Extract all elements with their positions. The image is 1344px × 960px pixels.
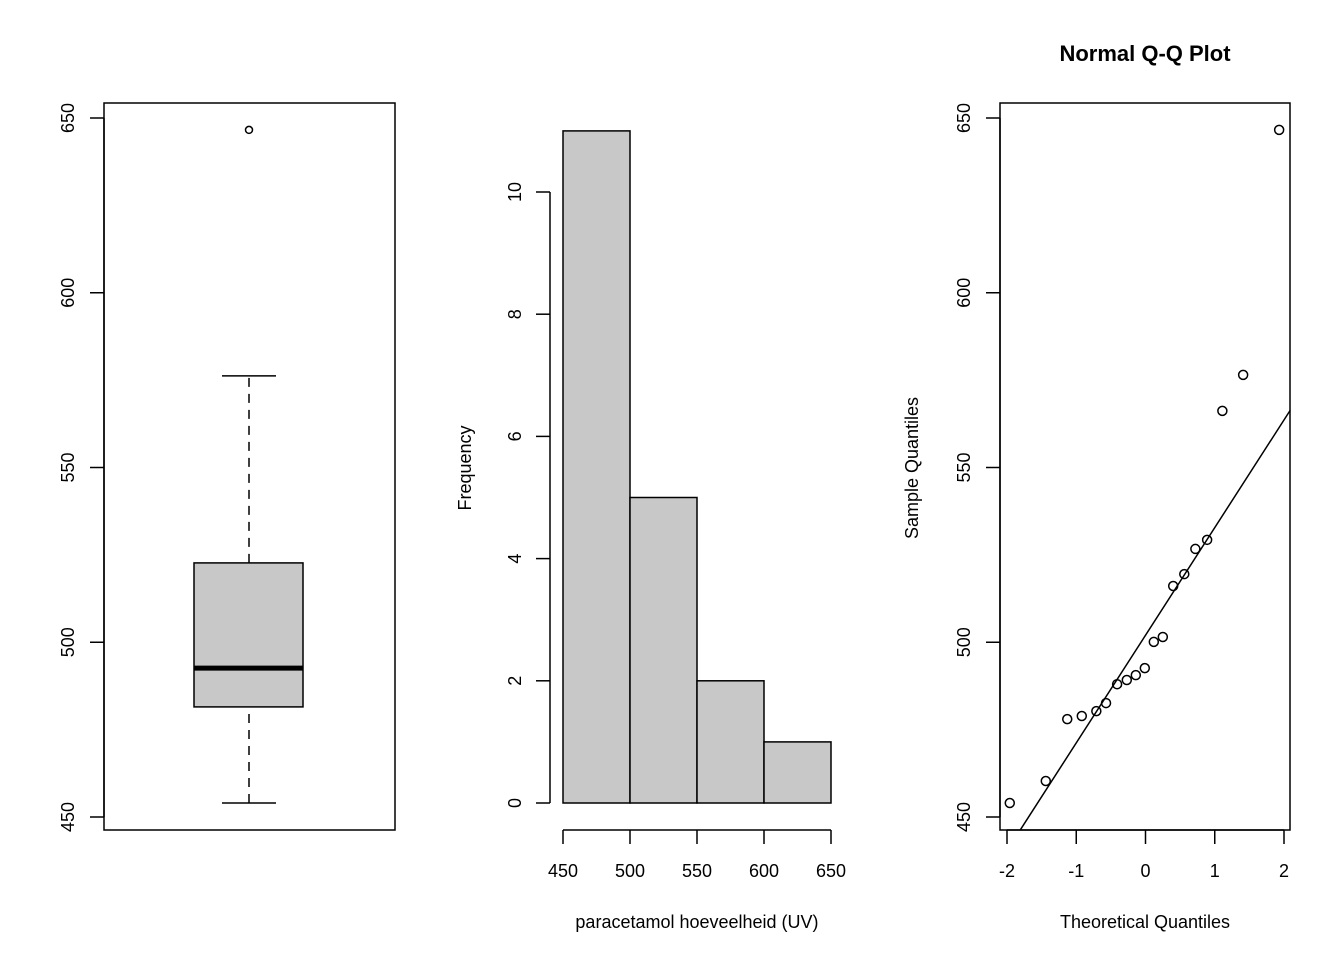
qq-y-tick-label: 600 — [954, 278, 974, 308]
boxplot-box — [193, 562, 304, 708]
boxplot-y-tick-label: 450 — [58, 802, 78, 832]
histogram-x-tick-label: 600 — [749, 861, 779, 881]
qq-point — [1130, 669, 1142, 681]
hist-xlabel: paracetamol hoeveelheid (UV) — [575, 912, 818, 932]
qq-y-tick-label: 500 — [954, 627, 974, 657]
qq-y-tick-label: 450 — [954, 802, 974, 832]
histogram-y-tick-label: 2 — [505, 676, 525, 686]
qq-point — [1139, 662, 1151, 674]
boxplot-outlier — [244, 125, 254, 135]
histogram-y-tick-label: 6 — [505, 431, 525, 441]
qq-point — [1148, 636, 1160, 648]
qq-point — [1157, 631, 1169, 643]
qq-point — [1076, 710, 1088, 722]
qq-point — [1040, 775, 1052, 787]
qq-frame — [999, 102, 1291, 831]
qq-xlabel: Theoretical Quantiles — [1060, 912, 1230, 932]
histogram-bar — [562, 130, 631, 804]
qq-point — [1061, 713, 1073, 725]
histogram-bar — [763, 741, 832, 804]
qq-x-tick-label: 2 — [1279, 861, 1289, 881]
histogram-y-tick-label: 8 — [505, 309, 525, 319]
histogram-y-tick-label: 0 — [505, 798, 525, 808]
qq-reference-line — [1019, 409, 1291, 831]
qq-point — [1273, 124, 1285, 136]
qq-y-tick-label: 650 — [954, 103, 974, 133]
qq-point — [1004, 797, 1016, 809]
boxplot-y-tick-label: 650 — [58, 103, 78, 133]
qq-point — [1179, 568, 1190, 580]
qq-x-tick-label: -1 — [1068, 861, 1084, 881]
boxplot-y-tick-label: 600 — [58, 278, 78, 308]
boxplot-y-tick-label: 500 — [58, 627, 78, 657]
qq-point — [1237, 369, 1249, 381]
qq-point — [1121, 674, 1133, 686]
qq-ylabel: Sample Quantiles — [902, 397, 922, 539]
qq-x-tick-label: -2 — [999, 861, 1015, 881]
histogram-y-tick-label: 4 — [505, 554, 525, 564]
qq-point — [1167, 580, 1179, 592]
qq-point — [1091, 705, 1102, 717]
histogram-bar — [696, 680, 765, 804]
histogram-x-tick-label: 500 — [615, 861, 645, 881]
qq-point — [1190, 543, 1201, 555]
histogram-y-tick-label: 10 — [505, 182, 525, 202]
qq-point — [1217, 405, 1228, 417]
qq-x-tick-label: 1 — [1210, 861, 1220, 881]
histogram-x-tick-label: 450 — [548, 861, 578, 881]
qq-y-tick-label: 550 — [954, 452, 974, 482]
qq-x-tick-label: 0 — [1140, 861, 1150, 881]
qq-point — [1201, 534, 1213, 546]
histogram-bar — [629, 496, 698, 804]
histogram-x-tick-label: 650 — [816, 861, 846, 881]
qq-point — [1111, 678, 1123, 690]
histogram-x-tick-label: 550 — [682, 861, 712, 881]
qq-title: Normal Q-Q Plot — [1059, 41, 1231, 66]
qq-point — [1100, 697, 1112, 709]
boxplot-y-tick-label: 550 — [58, 452, 78, 482]
hist-ylabel: Frequency — [455, 425, 475, 510]
